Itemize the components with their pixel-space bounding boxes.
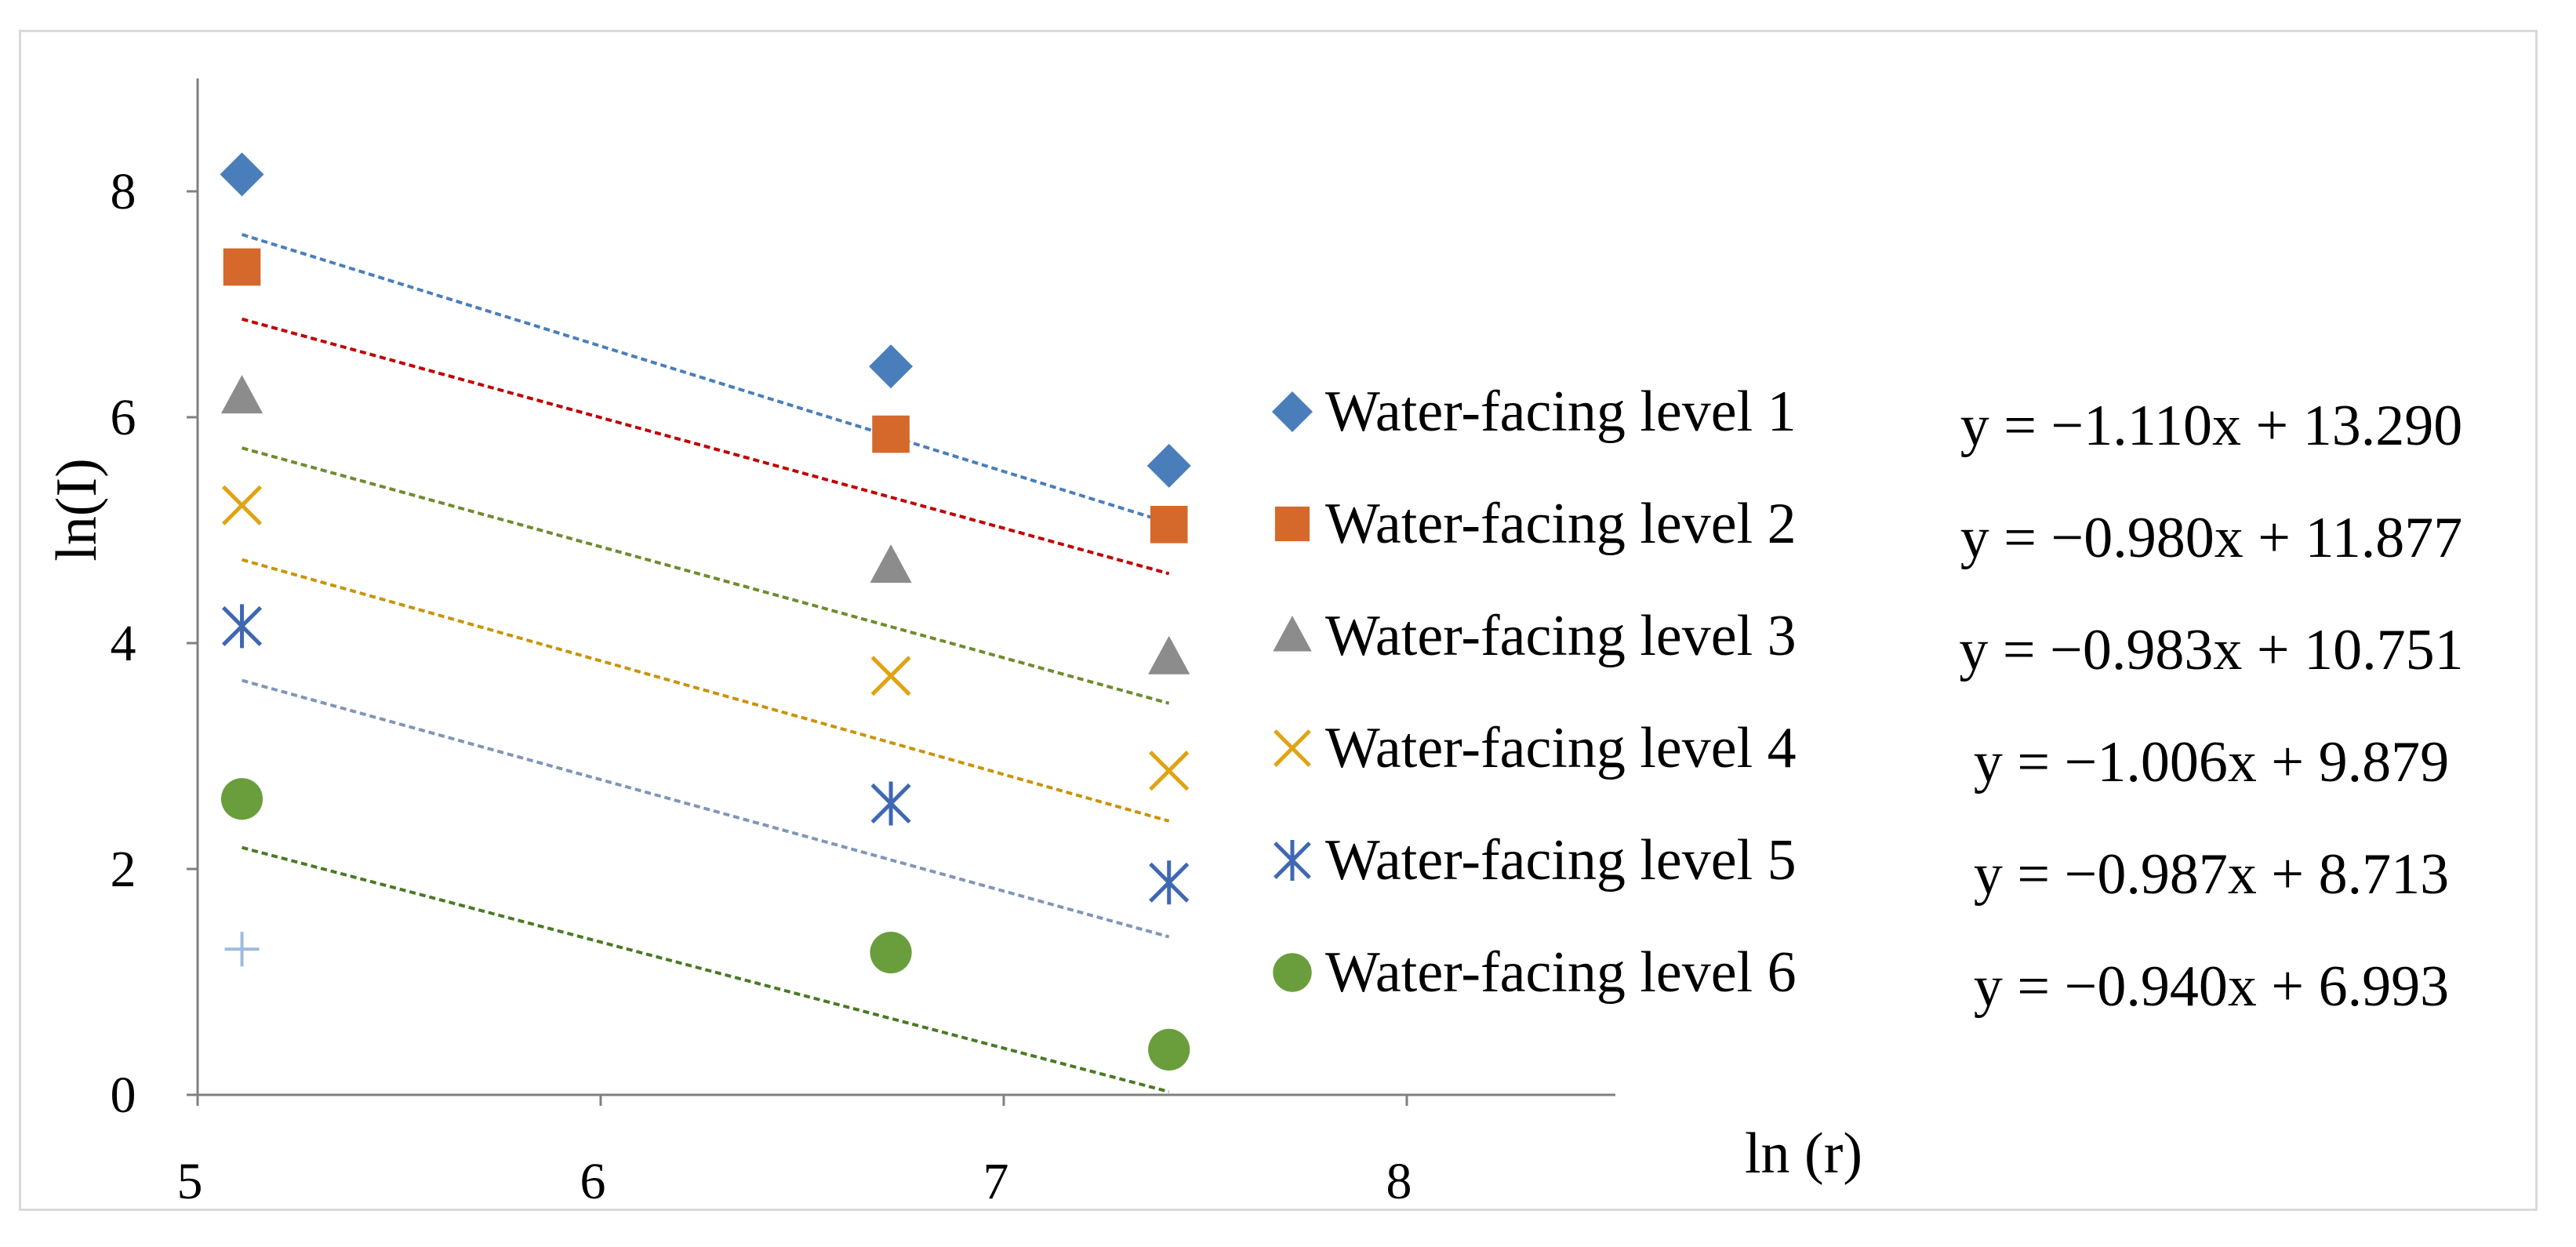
legend-marker-series-6 xyxy=(1273,953,1312,992)
data-point-series-5 xyxy=(870,781,911,826)
trendline-equation-series-6: y = −0.940x + 6.993 xyxy=(1974,954,2449,1019)
trendline-series-3 xyxy=(242,446,1170,705)
data-point-series-1 xyxy=(1146,443,1191,488)
y-tick-label: 4 xyxy=(111,615,136,672)
x-tick-label: 6 xyxy=(580,1153,606,1210)
data-point-series-3 xyxy=(220,375,263,414)
chart-frame xyxy=(19,30,2538,1211)
y-tick-label: 0 xyxy=(111,1067,136,1124)
legend-label-series-2: Water-facing level 2 xyxy=(1325,492,1797,556)
x-tick-label: 8 xyxy=(1386,1153,1412,1210)
data-point-series-2 xyxy=(1150,506,1188,544)
data-point-series-6 xyxy=(870,931,912,974)
legend-marker-series-2 xyxy=(1274,506,1310,542)
trendline-series-4 xyxy=(241,558,1170,823)
data-point-series-5 xyxy=(1149,860,1190,905)
trendline-series-5 xyxy=(242,678,1170,939)
legend-marker-series-3 xyxy=(1273,616,1312,652)
x-tick-label: 7 xyxy=(983,1153,1009,1210)
y-tick-label: 2 xyxy=(111,841,136,898)
legend-label-series-6: Water-facing level 6 xyxy=(1325,940,1797,1005)
legend-marker-series-1 xyxy=(1272,391,1313,432)
data-point-series-6 xyxy=(1148,1028,1190,1071)
y-tick-label: 8 xyxy=(111,163,136,220)
data-point-series-1 xyxy=(220,152,264,197)
data-point-series-5 xyxy=(221,604,263,649)
x-axis-title: ln (r) xyxy=(1745,1122,1862,1186)
markers xyxy=(220,152,1191,1071)
data-point-series-2 xyxy=(223,248,261,286)
legend-label-series-3: Water-facing level 3 xyxy=(1325,604,1797,668)
data-point-series-4 xyxy=(1149,751,1190,791)
legend-label-series-4: Water-facing level 4 xyxy=(1325,716,1797,780)
data-point-series-4 xyxy=(870,656,911,696)
legend-marker-series-4 xyxy=(1273,729,1311,767)
ticks: 0 2 4 6 8 5 6 7 8 xyxy=(111,163,1412,1210)
trendlines xyxy=(241,233,1170,1093)
trendline-series-2 xyxy=(242,317,1170,576)
trendline-equation-series-4: y = −1.006x + 9.879 xyxy=(1974,730,2449,794)
trendline-equation-series-2: y = −0.980x + 11.877 xyxy=(1960,506,2462,570)
y-axis-title: ln(I) xyxy=(45,458,109,562)
legend-label-series-5: Water-facing level 5 xyxy=(1325,828,1797,893)
extra-data-point xyxy=(224,932,260,967)
data-point-series-6 xyxy=(220,778,263,820)
legend: Water-facing level 1 y = −1.110x + 13.290… xyxy=(1272,380,2464,1019)
data-point-series-2 xyxy=(872,415,910,453)
data-point-series-1 xyxy=(869,344,914,389)
trendline-equation-series-5: y = −0.987x + 8.713 xyxy=(1974,842,2449,907)
legend-label-series-1: Water-facing level 1 xyxy=(1325,380,1797,444)
data-point-series-3 xyxy=(1148,635,1190,674)
trendline-equation-series-3: y = −0.983x + 10.751 xyxy=(1959,618,2463,682)
legend-marker-series-5 xyxy=(1273,840,1311,881)
trendline-series-1 xyxy=(241,233,1170,525)
data-point-series-4 xyxy=(221,485,263,525)
y-tick-label: 6 xyxy=(111,389,136,446)
trendline-equation-series-1: y = −1.110x + 13.290 xyxy=(1960,394,2462,458)
x-tick-label: 5 xyxy=(177,1153,203,1210)
data-point-series-3 xyxy=(870,544,912,584)
trendline-series-6 xyxy=(242,845,1170,1093)
axes xyxy=(196,78,1615,1096)
